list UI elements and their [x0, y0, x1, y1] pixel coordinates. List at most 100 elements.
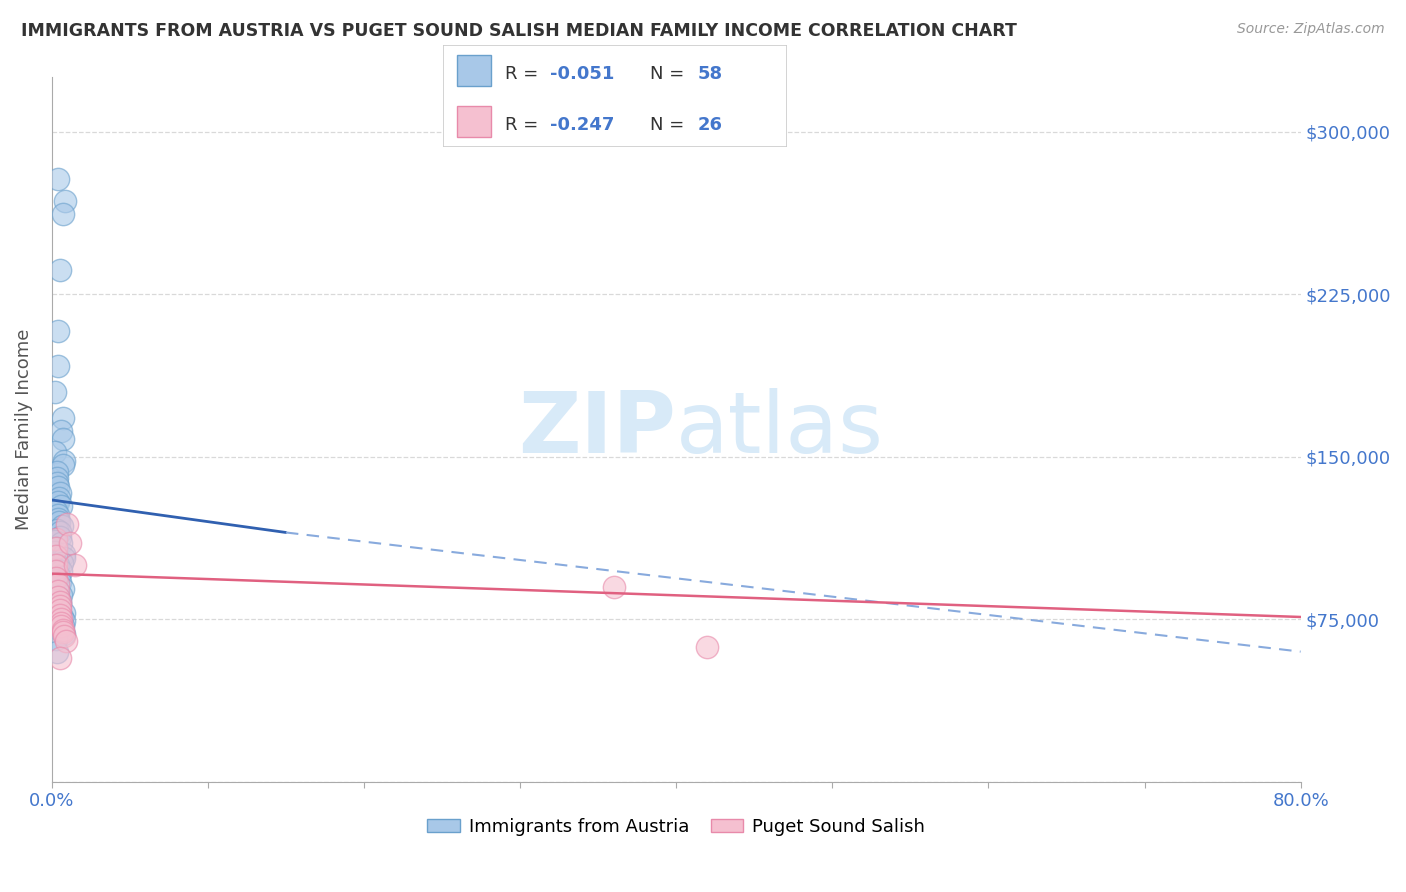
Text: atlas: atlas [676, 388, 884, 471]
Point [53, 630, 76, 644]
Y-axis label: Median Family Income: Median Family Income [15, 329, 32, 530]
FancyBboxPatch shape [443, 45, 787, 147]
Point [53, 194, 76, 208]
Point [49, 263, 72, 277]
Point [52, 627, 75, 641]
Point [44, 577, 66, 591]
Point [51, 565, 73, 579]
Point [52, 582, 75, 596]
Point [52, 625, 75, 640]
Point [45, 541, 67, 555]
Point [48, 607, 70, 622]
Point [48, 569, 70, 583]
Point [59, 536, 82, 550]
Point [52, 623, 75, 637]
Point [52, 615, 75, 629]
Point [48, 599, 70, 614]
Point [45, 601, 67, 615]
Point [45, 645, 67, 659]
Point [49, 536, 72, 550]
Point [52, 410, 75, 425]
Point [49, 424, 72, 438]
Point [46, 591, 69, 605]
Point [45, 562, 67, 576]
Point [63, 558, 86, 572]
Point [52, 618, 75, 632]
Point [46, 584, 69, 599]
Point [46, 480, 69, 494]
Point [46, 508, 69, 523]
Point [49, 616, 72, 631]
Point [56, 516, 79, 531]
Point [46, 512, 69, 526]
Point [48, 595, 70, 609]
Point [44, 384, 66, 399]
Point [45, 475, 67, 490]
Point [45, 524, 67, 538]
Point [45, 573, 67, 587]
Point [52, 606, 75, 620]
Text: 58: 58 [697, 64, 723, 83]
Point [45, 532, 67, 546]
Point [52, 551, 75, 566]
Text: 26: 26 [697, 116, 723, 134]
Text: -0.051: -0.051 [550, 64, 614, 83]
Point [48, 515, 70, 529]
Point [696, 640, 718, 655]
Point [44, 545, 66, 559]
Point [45, 571, 67, 585]
Legend: Immigrants from Austria, Puget Sound Salish: Immigrants from Austria, Puget Sound Sal… [420, 811, 932, 843]
Text: N =: N = [650, 64, 689, 83]
FancyBboxPatch shape [457, 55, 491, 86]
Point [52, 458, 75, 473]
Point [48, 575, 70, 590]
Point [48, 595, 70, 609]
Point [51, 610, 73, 624]
Point [45, 632, 67, 646]
Point [45, 541, 67, 555]
Point [49, 500, 72, 514]
Point [51, 519, 73, 533]
Point [603, 580, 626, 594]
Point [46, 359, 69, 373]
Point [48, 172, 70, 186]
Point [44, 534, 66, 549]
Point [52, 432, 75, 446]
Point [46, 324, 69, 338]
Point [45, 504, 67, 518]
Point [45, 565, 67, 579]
Text: ZIP: ZIP [519, 388, 676, 471]
Point [48, 491, 70, 505]
Point [46, 577, 69, 591]
Point [49, 486, 72, 500]
Point [49, 612, 72, 626]
Text: Source: ZipAtlas.com: Source: ZipAtlas.com [1237, 22, 1385, 37]
Point [49, 618, 72, 632]
Point [46, 591, 69, 605]
Text: IMMIGRANTS FROM AUSTRIA VS PUGET SOUND SALISH MEDIAN FAMILY INCOME CORRELATION C: IMMIGRANTS FROM AUSTRIA VS PUGET SOUND S… [21, 22, 1017, 40]
FancyBboxPatch shape [457, 106, 491, 137]
Point [48, 603, 70, 617]
Point [51, 556, 73, 570]
Text: R =: R = [505, 64, 544, 83]
Text: N =: N = [650, 116, 689, 134]
Text: R =: R = [505, 116, 544, 134]
Point [52, 547, 75, 561]
Point [55, 633, 77, 648]
Point [46, 495, 69, 509]
Point [45, 549, 67, 564]
Point [49, 597, 72, 611]
Point [48, 525, 70, 540]
Point [49, 588, 72, 602]
Point [45, 558, 67, 572]
Point [49, 623, 72, 637]
Point [48, 651, 70, 665]
Point [45, 471, 67, 485]
Point [46, 558, 69, 572]
Point [49, 530, 72, 544]
Text: -0.247: -0.247 [550, 116, 614, 134]
Point [52, 207, 75, 221]
Point [52, 454, 75, 468]
Point [46, 584, 69, 599]
Point [45, 465, 67, 479]
